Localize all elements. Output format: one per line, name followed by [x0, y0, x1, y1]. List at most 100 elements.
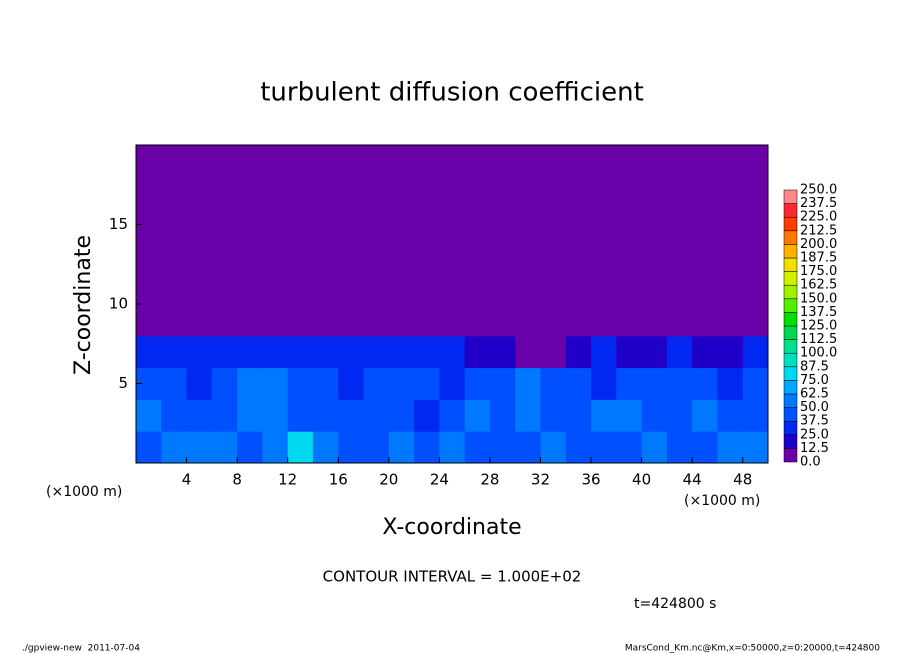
heat-cell — [388, 240, 415, 273]
colorbar-swatch — [783, 203, 798, 218]
colorbar-swatch — [783, 366, 798, 381]
heat-cell — [388, 431, 415, 464]
colorbar-swatch — [783, 448, 798, 463]
heat-cell — [262, 367, 289, 400]
heat-cell — [616, 176, 643, 210]
x-tick-label: 28 — [480, 471, 499, 489]
colorbar-label: 200.0 — [800, 237, 837, 252]
heat-cell — [312, 272, 339, 305]
heat-cell — [414, 431, 440, 464]
colorbar-label: 87.5 — [800, 359, 829, 374]
heat-cell — [388, 208, 415, 241]
colorbar-swatch — [783, 189, 798, 204]
heat-cell — [136, 335, 162, 369]
heat-cell — [616, 367, 643, 400]
heat-cell — [211, 208, 238, 241]
heat-cell — [211, 145, 238, 178]
heat-cell — [161, 240, 188, 273]
heat-cell — [591, 399, 617, 432]
heat-cell — [540, 367, 567, 400]
heat-cell — [515, 208, 541, 241]
heat-cell — [363, 431, 390, 464]
heat-cell — [742, 176, 769, 210]
heat-cell — [616, 208, 643, 241]
heat-cell — [237, 176, 263, 210]
heat-cell — [717, 367, 744, 400]
heat-cell — [211, 399, 238, 432]
colorbar-label: 50.0 — [800, 400, 829, 415]
heat-cell — [211, 240, 238, 273]
heat-cell — [262, 431, 289, 464]
colorbar-swatch — [783, 407, 798, 422]
heat-cell — [540, 399, 567, 432]
heat-cell — [692, 335, 718, 369]
heat-cell — [616, 240, 643, 273]
heat-cell — [414, 335, 440, 369]
heat-cell — [540, 145, 567, 178]
colorbar-swatch — [783, 325, 798, 340]
heat-cell — [666, 335, 693, 369]
heat-cell — [565, 240, 592, 273]
heat-cell — [692, 367, 718, 400]
heat-cell — [666, 399, 693, 432]
colorbar-swatch — [783, 271, 798, 286]
heat-cell — [591, 176, 617, 210]
heat-cell — [565, 367, 592, 400]
heat-cell — [136, 240, 162, 273]
heat-cell — [363, 240, 390, 273]
y-unit: (×1000 m) — [46, 484, 122, 500]
heat-cell — [439, 208, 466, 241]
heat-cell — [666, 304, 693, 337]
heat-cell — [439, 176, 466, 210]
heat-cell — [742, 304, 769, 337]
heat-cell — [439, 335, 466, 369]
heat-cell — [237, 335, 263, 369]
colorbar-swatch — [783, 244, 798, 259]
heat-cell — [237, 304, 263, 337]
heat-cell — [388, 335, 415, 369]
x-tick-label: 32 — [531, 471, 550, 489]
heat-cell — [363, 399, 390, 432]
heat-cell — [363, 367, 390, 400]
heat-cell — [666, 272, 693, 305]
heat-cell — [742, 399, 769, 432]
x-tick-label: 4 — [182, 471, 192, 489]
heat-cell — [161, 176, 188, 210]
heat-cell — [540, 272, 567, 305]
heat-cell — [136, 176, 162, 210]
heat-cell — [489, 208, 516, 241]
heat-cell — [515, 367, 541, 400]
heat-cell — [591, 367, 617, 400]
heat-cell — [136, 272, 162, 305]
heat-cell — [489, 335, 516, 369]
heat-cell — [161, 272, 188, 305]
heat-cell — [717, 272, 744, 305]
heat-cell — [262, 272, 289, 305]
heat-cell — [591, 145, 617, 178]
footer-right: MarsCond_Km.nc@Km,x=0:50000,z=0:20000,t=… — [625, 644, 880, 654]
heat-cell — [186, 399, 213, 432]
colorbar-label: 25.0 — [800, 427, 829, 442]
x-tick-label: 36 — [581, 471, 600, 489]
heat-cell — [641, 367, 668, 400]
heat-cell — [489, 304, 516, 337]
heat-cell — [641, 240, 668, 273]
heat-cell — [439, 272, 466, 305]
heat-cell — [464, 145, 491, 178]
heat-cell — [388, 272, 415, 305]
colorbar-label: 237.5 — [800, 196, 837, 211]
x-tick-label: 16 — [329, 471, 348, 489]
heat-cell — [742, 240, 769, 273]
heat-cell — [692, 208, 718, 241]
heat-cell — [565, 399, 592, 432]
heat-cell — [591, 431, 617, 464]
heat-cell — [515, 335, 541, 369]
colorbar-label: 125.0 — [800, 319, 837, 334]
heat-cell — [312, 431, 339, 464]
heat-cell — [641, 208, 668, 241]
heat-cell — [565, 335, 592, 369]
colorbar-swatch — [783, 380, 798, 395]
x-tick-label: 24 — [430, 471, 449, 489]
heat-cell — [464, 335, 491, 369]
